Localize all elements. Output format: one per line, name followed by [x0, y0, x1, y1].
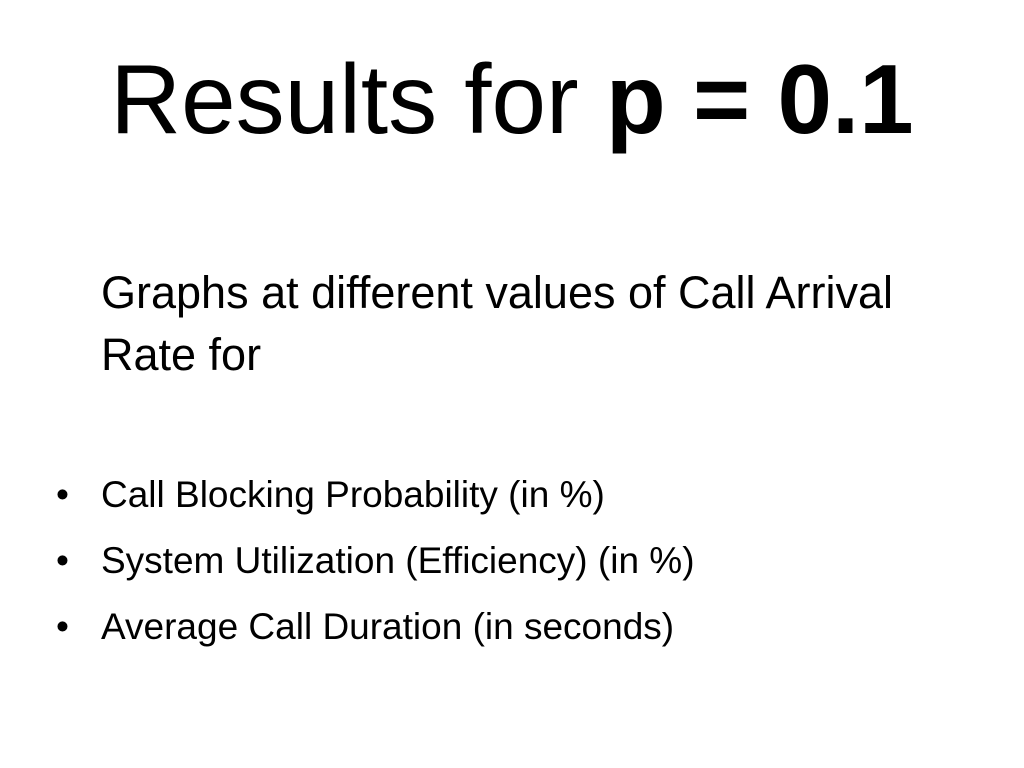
bullet-text-system-utilization: System Utilization (Efficiency) (in %) — [101, 540, 695, 581]
slide-intro-text: Graphs at different values of Call Arriv… — [101, 267, 894, 380]
slide-title-prefix: Results for — [110, 44, 606, 154]
bullet-dot-icon: • — [56, 540, 69, 581]
bullet-dot-icon: • — [56, 606, 69, 647]
bullet-item: • System Utilization (Efficiency) (in %) — [56, 535, 976, 601]
bullet-item: • Call Blocking Probability (in %) — [56, 469, 976, 535]
bullet-item: • Average Call Duration (in seconds) — [56, 601, 976, 667]
bullet-list: • Call Blocking Probability (in %) • Sys… — [56, 469, 976, 667]
slide-title: Results for p = 0.1 — [0, 44, 1024, 154]
slide-title-emphasis: p = 0.1 — [605, 44, 914, 154]
bullet-text-average-call-duration: Average Call Duration (in seconds) — [101, 606, 675, 647]
bullet-dot-icon: • — [56, 474, 69, 515]
bullet-text-call-blocking: Call Blocking Probability (in %) — [101, 474, 605, 515]
